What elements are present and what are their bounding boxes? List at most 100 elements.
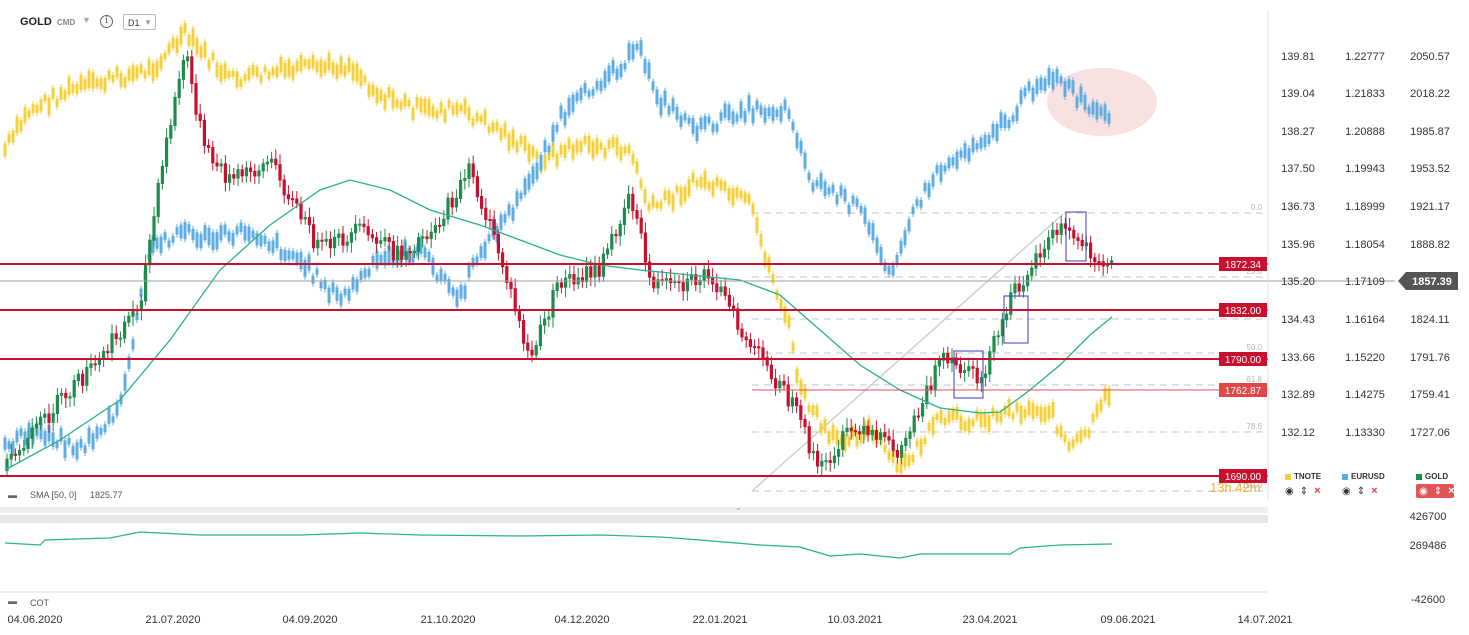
move-icon[interactable]: ⇕: [1299, 485, 1309, 497]
tnote-bar: [527, 144, 531, 162]
tnote-bar: [899, 456, 903, 474]
tnote-bar: [399, 101, 403, 110]
symbol-dropdown-icon[interactable]: ▼: [82, 15, 91, 25]
legend-gold[interactable]: GOLD ◉ ⇕ ×: [1416, 472, 1464, 502]
move-icon[interactable]: ⇕: [1356, 485, 1366, 497]
gold-candle: [429, 231, 433, 240]
tnote-bar: [791, 342, 795, 352]
tnote-bar: [171, 37, 175, 49]
tnote-bar: [267, 71, 271, 79]
eurusd-bar: [647, 62, 651, 79]
timeframe-select[interactable]: D1 ▼: [123, 14, 156, 30]
gold-candle: [345, 241, 349, 246]
eurusd-axis-tick: 1.14275: [1345, 389, 1385, 401]
resize-handle-icon[interactable]: ⌄: [735, 503, 742, 512]
eurusd-bar: [699, 117, 703, 130]
pattern-box[interactable]: [1003, 295, 1029, 344]
date-tick: 10.03.2021: [827, 614, 882, 626]
tnote-bar: [83, 79, 87, 90]
close-icon[interactable]: ×: [1448, 485, 1455, 497]
pattern-box[interactable]: [953, 350, 984, 399]
date-axis[interactable]: 04.06.2020 21.07.2020 04.09.2020 21.10.2020…: [7, 614, 1292, 626]
info-icon[interactable]: i: [100, 15, 113, 28]
gold-axis-tick: 1921.17: [1410, 201, 1450, 213]
tnote-bar: [743, 192, 747, 203]
tnote-bar: [643, 189, 647, 204]
tnote-bar: [95, 78, 99, 88]
tnote-bar: [227, 71, 231, 78]
chart-toolbar: GOLD CMD ▼ i D1 ▼: [0, 0, 300, 40]
eurusd-bar: [595, 81, 599, 90]
gold-candle: [900, 445, 904, 458]
legend-eurusd[interactable]: EURUSD ◉ ⇕ ×: [1342, 472, 1392, 502]
gold-candle: [572, 274, 576, 285]
tnote-bar: [283, 62, 287, 78]
eurusd-bar: [551, 124, 555, 143]
eurusd-bar: [227, 231, 231, 242]
fibonacci-trend-line[interactable]: [751, 213, 1064, 492]
price-axes[interactable]: 139.81 139.04 138.27 137.50 136.73 135.96 135.…: [1281, 51, 1450, 439]
eurusd-bar: [183, 222, 187, 240]
eurusd-bar: [279, 249, 283, 260]
eurusd-bar: [703, 116, 707, 130]
eurusd-bar: [319, 281, 323, 289]
tnote-bar: [955, 407, 959, 420]
tnote-bar: [995, 411, 999, 422]
eurusd-bar: [263, 235, 267, 245]
eurusd-bar: [355, 279, 359, 292]
eurusd-axis-tick: 1.18054: [1345, 239, 1385, 251]
tnote-bar: [739, 190, 743, 199]
close-icon[interactable]: ×: [1371, 485, 1378, 497]
gold-candle: [282, 179, 286, 196]
eye-icon[interactable]: ◉: [1342, 485, 1351, 497]
gold-candle: [425, 236, 429, 240]
panel-divider[interactable]: [0, 507, 1268, 513]
legend-tnote[interactable]: TNOTE ◉ ⇕ ×: [1285, 472, 1325, 502]
gold-candle: [433, 224, 437, 233]
tnote-bar: [1023, 409, 1027, 418]
gold-candle: [1063, 223, 1067, 229]
gold-candle: [5, 458, 9, 471]
tnote-bar: [1063, 434, 1067, 443]
eurusd-bar: [323, 279, 327, 290]
tnote-bar: [979, 412, 983, 428]
symbol-name[interactable]: GOLD: [20, 16, 52, 28]
eurusd-bar: [911, 206, 915, 215]
eurusd-axis-tick: 1.22777: [1345, 51, 1385, 63]
pattern-box[interactable]: [1065, 211, 1087, 262]
eye-icon[interactable]: ◉: [1285, 485, 1294, 497]
move-icon[interactable]: ⇕: [1433, 485, 1443, 497]
gold-candle: [879, 432, 883, 440]
eurusd-bar: [151, 235, 155, 253]
cot-indicator-icon[interactable]: ▬: [8, 596, 17, 606]
gold-candle: [736, 308, 740, 330]
tnote-bar: [31, 104, 35, 113]
tnote-bar: [143, 70, 147, 79]
tnote-bar: [551, 142, 555, 158]
eurusd-bar: [235, 226, 239, 235]
gold-candle: [219, 163, 223, 167]
tnote-bar: [907, 455, 911, 466]
gold-candle: [169, 125, 173, 139]
eurusd-axis-tick: 1.19943: [1345, 163, 1385, 175]
gold-candle: [408, 251, 412, 254]
gold-candle: [320, 239, 324, 242]
gold-candle: [1072, 229, 1076, 239]
eye-icon[interactable]: ◉: [1419, 485, 1428, 497]
tnote-bar: [735, 187, 739, 198]
gold-candle: [606, 248, 610, 255]
tnote-bar: [503, 123, 507, 137]
support-resistance-lines[interactable]: 1872.34 1832.00 1790.00 1762.87 1690.00: [0, 257, 1268, 483]
gold-candle: [1097, 261, 1101, 264]
eurusd-bar: [827, 187, 831, 195]
eurusd-bar: [571, 94, 575, 112]
gold-candle: [908, 431, 912, 439]
tnote-bar: [519, 135, 523, 145]
gold-candle: [715, 283, 719, 293]
close-icon[interactable]: ×: [1314, 485, 1321, 497]
sma-indicator-icon[interactable]: ▬: [8, 490, 17, 500]
gold-candle: [820, 460, 824, 467]
eurusd-bar: [783, 99, 787, 111]
